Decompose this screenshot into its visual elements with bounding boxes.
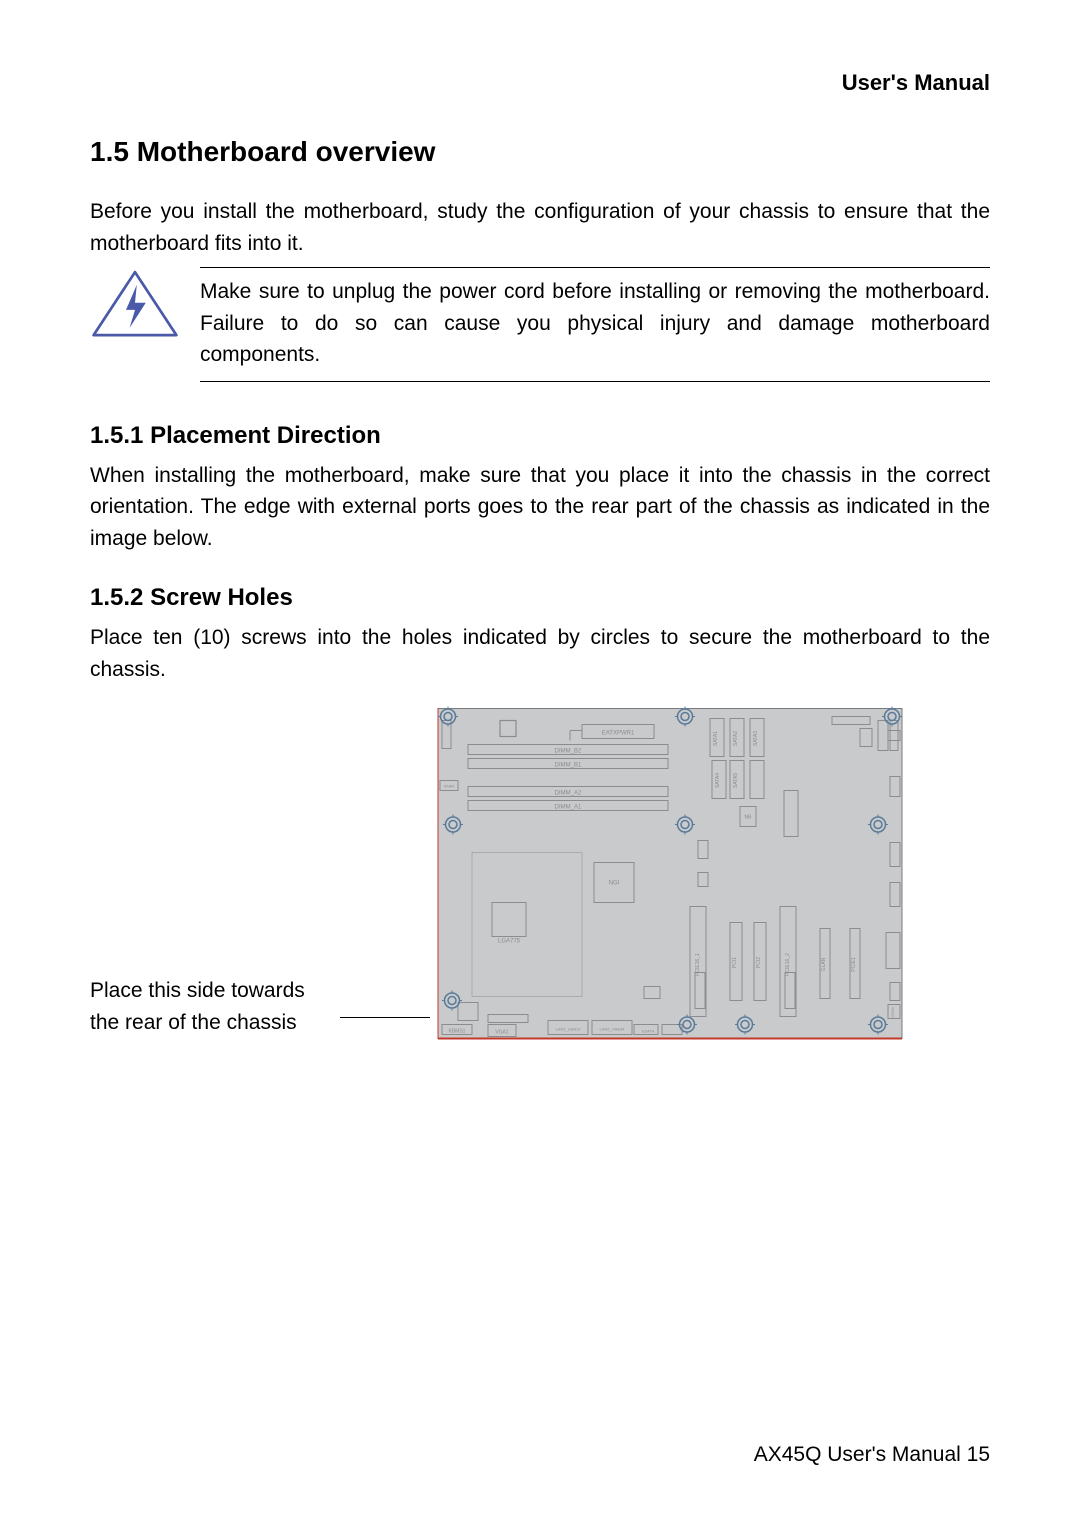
- label-sata5: SATA5: [733, 773, 739, 788]
- label-eatxpwr: EATXPWR1: [602, 731, 635, 737]
- subsection-1-number: 1.5.1: [90, 422, 143, 449]
- label-pci2: PCI2: [756, 957, 762, 968]
- label-lanusb1: LAN1_USB12: [556, 1027, 582, 1032]
- subsection-2-number: 1.5.2: [90, 584, 143, 611]
- label-dimm-b2: DIMM_B2: [555, 749, 582, 755]
- label-lga: LGA775: [498, 939, 521, 945]
- section-intro: Before you install the motherboard, stud…: [90, 196, 990, 259]
- label-sfan: SFAN: [444, 784, 455, 789]
- label-sata1: SATA1: [713, 731, 719, 746]
- arrow-line: [340, 1017, 430, 1018]
- figure-caption-line2: the rear of the chassis: [90, 1007, 305, 1039]
- figure-container: Place this side towards the rear of the …: [90, 695, 990, 1075]
- figure-caption: Place this side towards the rear of the …: [90, 975, 305, 1038]
- subsection-2-title: Screw Holes: [150, 584, 293, 611]
- section-heading: 1.5 Motherboard overview: [90, 136, 990, 168]
- subsection-1-title: Placement Direction: [150, 422, 381, 449]
- label-sata3: SATA3: [753, 731, 759, 746]
- subsection-1-text: When installing the motherboard, make su…: [90, 460, 990, 555]
- label-nb: NB: [745, 815, 753, 821]
- caution-icon: [90, 267, 180, 342]
- label-pcie1: PCIE1: [851, 957, 857, 972]
- label-vga: VGA1: [495, 1030, 509, 1036]
- label-ngi: NGI: [609, 881, 620, 887]
- label-sata4: SATA4: [715, 773, 721, 788]
- label-sata2: SATA2: [733, 731, 739, 746]
- label-pci1: PCI1: [732, 957, 738, 968]
- label-esata: ESATA: [642, 1029, 655, 1034]
- label-lanusb2: LAN2_USB34: [600, 1027, 626, 1032]
- subsection-2-text: Place ten (10) screws into the holes ind…: [90, 622, 990, 685]
- label-dimm-a2: DIMM_A2: [555, 791, 582, 797]
- caution-text: Make sure to unplug the power cord befor…: [200, 276, 990, 371]
- header-right: User's Manual: [90, 70, 990, 96]
- section-title-text: Motherboard overview: [137, 136, 436, 167]
- caution-block: Make sure to unplug the power cord befor…: [90, 267, 990, 382]
- label-dimm-b1: DIMM_B1: [555, 763, 582, 769]
- label-pcie16-1: PCIE16_1: [695, 953, 701, 976]
- figure-caption-line1: Place this side towards: [90, 975, 305, 1007]
- label-cfan: CFAN: [890, 1007, 895, 1018]
- label-pcie16-2: PCIE16_2: [785, 953, 791, 976]
- label-glan: GLAN: [821, 957, 827, 971]
- label-dimm-a1: DIMM_A1: [555, 805, 582, 811]
- subsection-1-heading: 1.5.1 Placement Direction: [90, 422, 990, 450]
- page-footer: AX45Q User's Manual 15: [754, 1443, 990, 1467]
- subsection-2-heading: 1.5.2 Screw Holes: [90, 584, 990, 612]
- motherboard-diagram: EATXPWR1 DIMM_B2 DIMM_B1 DIMM_A2 DIMM_A1…: [430, 695, 910, 1055]
- label-kbms: KBMS1: [449, 1029, 466, 1035]
- section-number: 1.5: [90, 136, 129, 167]
